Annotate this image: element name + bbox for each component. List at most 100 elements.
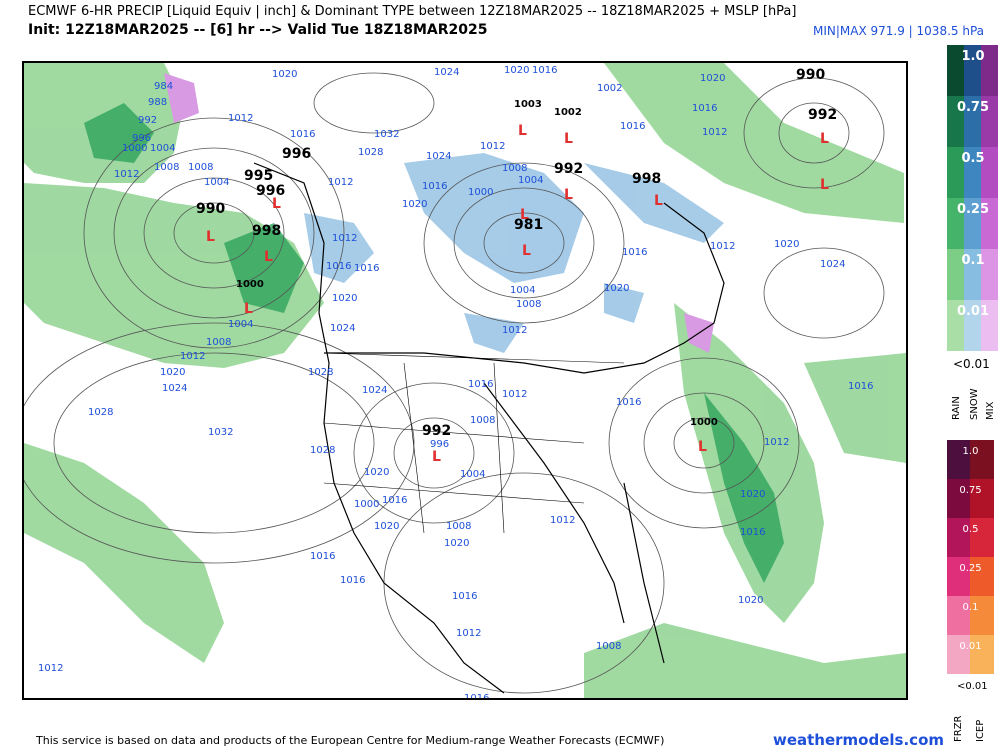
legend-value: 0.01 bbox=[956, 304, 990, 319]
ice-legend-value: 0.75 bbox=[959, 485, 982, 496]
center-label: 996 bbox=[256, 183, 285, 199]
isobar-label: 1012 bbox=[702, 127, 727, 138]
isobar-label: 1016 bbox=[290, 129, 315, 140]
isobar-label: 1016 bbox=[620, 121, 645, 132]
footer-site-link[interactable]: weathermodels.com bbox=[772, 731, 944, 749]
isobar-label: 1012 bbox=[332, 233, 357, 244]
map-canvas: L L L L L L L L L L L L L L 990 992 995 … bbox=[24, 63, 906, 698]
ice-legend-row: 0.25 bbox=[947, 557, 994, 596]
legend-below-label: <0.01 bbox=[953, 357, 990, 371]
low-marker: L bbox=[820, 177, 829, 193]
legend-swatch-snow bbox=[964, 198, 981, 249]
isobar-label: 1016 bbox=[326, 261, 351, 272]
isobar-label: 1004 bbox=[460, 469, 485, 480]
chart-title: ECMWF 6-HR PRECIP [Liquid Equiv | inch] … bbox=[28, 4, 797, 19]
legend-swatch-icep bbox=[970, 479, 994, 518]
legend-swatch-rain bbox=[947, 45, 964, 96]
legend-swatch-frzr bbox=[947, 596, 970, 635]
low-marker: L bbox=[820, 131, 829, 147]
legend-value: 0.1 bbox=[961, 253, 985, 268]
legend-type-frzr: FRZR bbox=[953, 715, 964, 743]
legend-row: 0.25 bbox=[947, 198, 999, 249]
center-label: 990 bbox=[196, 201, 225, 217]
ice-legend-value: 0.1 bbox=[962, 602, 979, 613]
isobar-label: 1016 bbox=[452, 591, 477, 602]
legend-value: 0.5 bbox=[961, 151, 985, 166]
center-label: 998 bbox=[632, 171, 661, 187]
legend-swatch-snow bbox=[964, 300, 981, 351]
low-marker: L bbox=[432, 449, 441, 465]
legend-swatch-rain bbox=[947, 249, 964, 300]
low-marker: L bbox=[244, 301, 253, 317]
isobar-label: 1008 bbox=[188, 162, 213, 173]
isobar-label: 1016 bbox=[848, 381, 873, 392]
isobar-label: 1020 bbox=[374, 521, 399, 532]
isobar-label: 1032 bbox=[208, 427, 233, 438]
isobar-label: 1020 bbox=[740, 489, 765, 500]
isobar-label: 1012 bbox=[456, 628, 481, 639]
ice-legend-row: 1.0 bbox=[947, 440, 994, 479]
low-marker: L bbox=[518, 123, 527, 139]
isobar-label: 1000 bbox=[122, 143, 147, 154]
low-marker: L bbox=[698, 439, 707, 455]
isobar-label: 1012 bbox=[502, 389, 527, 400]
isobar-label: 1020 bbox=[272, 69, 297, 80]
legend-swatch-mix bbox=[981, 96, 998, 147]
legend-value: 0.25 bbox=[956, 202, 990, 217]
isobar-label: 1016 bbox=[340, 575, 365, 586]
mix-areas bbox=[164, 73, 714, 353]
center-label: 998 bbox=[252, 223, 281, 239]
isobar-label: 1020 bbox=[738, 595, 763, 606]
isobar-label: 1016 bbox=[616, 397, 641, 408]
isobar-label: 1020 bbox=[700, 73, 725, 84]
isobar-label: 1004 bbox=[204, 177, 229, 188]
low-marker: L bbox=[272, 196, 281, 212]
isobar-label: 988 bbox=[148, 97, 167, 108]
isobar-label: 1016 bbox=[382, 495, 407, 506]
legend-swatch-snow bbox=[964, 45, 981, 96]
legend-row: 1.0 bbox=[947, 45, 999, 96]
legend-swatch-mix bbox=[981, 147, 998, 198]
ice-legend-value: 0.01 bbox=[959, 641, 982, 652]
isobar-label: 1020 bbox=[604, 283, 629, 294]
isobar-label: 1016 bbox=[740, 527, 765, 538]
chart-subtitle: Init: 12Z18MAR2025 -- [6] hr --> Valid T… bbox=[28, 22, 488, 38]
legend-swatch-frzr bbox=[947, 635, 970, 674]
isobar-label: 1004 bbox=[510, 285, 535, 296]
isobar-label: 1016 bbox=[532, 65, 557, 76]
center-label: 981 bbox=[514, 217, 543, 233]
legend-row: 0.75 bbox=[947, 96, 999, 147]
low-markers: L L L L L L L L L L L L L L bbox=[206, 123, 829, 465]
legend-swatch-mix bbox=[981, 300, 998, 351]
ice-legend-row: 0.1 bbox=[947, 596, 994, 635]
isobar-label: 1012 bbox=[710, 241, 735, 252]
isobar-label: 1000 bbox=[468, 187, 493, 198]
isobar-label: 996 bbox=[430, 439, 449, 450]
isobar-label: 1012 bbox=[38, 663, 63, 674]
isobar-label: 1012 bbox=[480, 141, 505, 152]
isobar-label: 1008 bbox=[596, 641, 621, 652]
legend-swatch-frzr bbox=[947, 479, 970, 518]
legend-swatch-icep bbox=[970, 635, 994, 674]
isobar-label: 1008 bbox=[154, 162, 179, 173]
isobar-label: 1016 bbox=[422, 181, 447, 192]
isobar-label: 1008 bbox=[446, 521, 471, 532]
isobar-label: 1008 bbox=[502, 163, 527, 174]
legend-swatch-icep bbox=[970, 596, 994, 635]
legend-swatch-icep bbox=[970, 557, 994, 596]
center-label: 992 bbox=[422, 423, 451, 439]
isobar-label: 1012 bbox=[764, 437, 789, 448]
center-label: 1003 bbox=[514, 99, 542, 110]
low-marker: L bbox=[564, 131, 573, 147]
isobar-label: 1020 bbox=[504, 65, 529, 76]
legend-swatch-rain bbox=[947, 147, 964, 198]
legend-swatch-frzr bbox=[947, 557, 970, 596]
ice-legend-below-label: <0.01 bbox=[957, 681, 988, 692]
isobar-label: 1020 bbox=[160, 367, 185, 378]
isobar-label: 1016 bbox=[354, 263, 379, 274]
legend-swatch-snow bbox=[964, 147, 981, 198]
minmax-readout: MIN|MAX 971.9 | 1038.5 hPa bbox=[813, 24, 984, 38]
legend-swatch-snow bbox=[964, 96, 981, 147]
isobar-label: 1020 bbox=[402, 199, 427, 210]
isobar-label: 1004 bbox=[150, 143, 175, 154]
